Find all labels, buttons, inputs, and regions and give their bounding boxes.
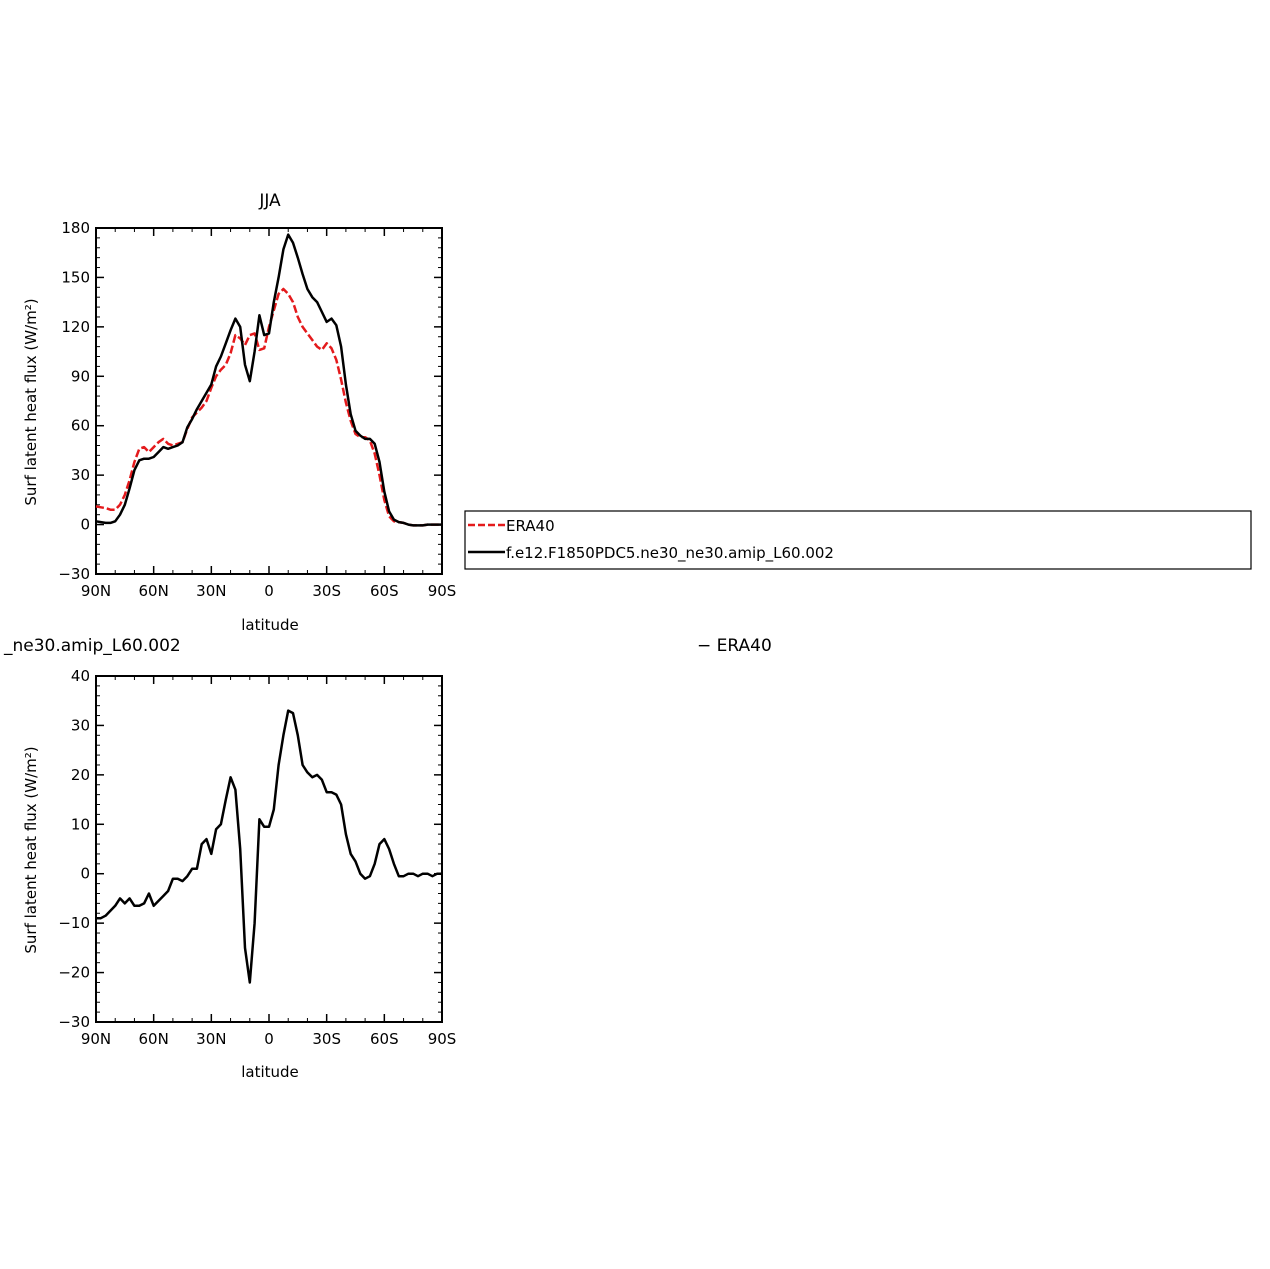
bottom-ytick-label: 0 bbox=[80, 865, 90, 883]
bottom-ytick-label: −10 bbox=[58, 914, 90, 932]
top-xtick-label: 60S bbox=[370, 582, 399, 600]
top-panel-xlabel: latitude bbox=[241, 616, 299, 634]
bottom-panel-xlabel: latitude bbox=[241, 1063, 299, 1081]
bottom-xtick-label: 30N bbox=[196, 1030, 226, 1048]
bottom-xtick-label: 60N bbox=[139, 1030, 169, 1048]
top-panel-title: JJA bbox=[258, 191, 281, 211]
bottom-ytick-label: 30 bbox=[71, 716, 90, 734]
bottom-xtick-label: 30S bbox=[312, 1030, 341, 1048]
bottom-ytick-label: 40 bbox=[71, 667, 90, 685]
top-xtick-label: 30S bbox=[312, 582, 341, 600]
bottom-ytick-label: 20 bbox=[71, 766, 90, 784]
bottom-xtick-label: 60S bbox=[370, 1030, 399, 1048]
top-ytick-label: −30 bbox=[58, 565, 90, 583]
top-xtick-label: 0 bbox=[264, 582, 274, 600]
legend-frame bbox=[464, 510, 1252, 570]
top-xtick-label: 90N bbox=[81, 582, 111, 600]
top-xtick-label: 90S bbox=[428, 582, 457, 600]
top-ytick-label: 0 bbox=[80, 516, 90, 534]
top-ytick-label: 120 bbox=[61, 318, 90, 336]
bottom-panel-title-right: − ERA40 bbox=[697, 636, 772, 656]
top-ytick-label: 30 bbox=[71, 466, 90, 484]
legend-entry-era40: ERA40 bbox=[506, 517, 555, 535]
top-panel-ylabel: Surf latent heat flux (W/m²) bbox=[22, 298, 40, 505]
bottom-xtick-label: 90S bbox=[428, 1030, 457, 1048]
top-xtick-label: 60N bbox=[139, 582, 169, 600]
top-ytick-label: 60 bbox=[71, 417, 90, 435]
top-ytick-label: 90 bbox=[71, 367, 90, 385]
top-ytick-label: 180 bbox=[61, 219, 90, 237]
bottom-ytick-label: −20 bbox=[58, 964, 90, 982]
top-series-line-1 bbox=[95, 233, 442, 527]
bottom-panel-title-left: _ne30.amip_L60.002 bbox=[3, 636, 181, 656]
legend: ERA40 f.e12.F1850PDC5.ne30_ne30.amip_L60… bbox=[464, 510, 1252, 570]
top-xtick-label: 30N bbox=[196, 582, 226, 600]
top-ytick-label: 150 bbox=[61, 268, 90, 286]
bottom-xtick-label: 0 bbox=[264, 1030, 274, 1048]
top-panel-plot-frame bbox=[95, 227, 443, 575]
top-series-line-0 bbox=[95, 287, 442, 527]
bottom-panel-ylabel: Surf latent heat flux (W/m²) bbox=[22, 746, 40, 953]
bottom-series-line-0 bbox=[96, 709, 442, 984]
bottom-ytick-label: 10 bbox=[71, 815, 90, 833]
top-panel: JJA −30 0 30 60 90 120 150 180 90N 60N 30N 0 30S 60S 9… bbox=[22, 191, 456, 634]
bottom-ytick-label: −30 bbox=[58, 1013, 90, 1031]
legend-entry-model: f.e12.F1850PDC5.ne30_ne30.amip_L60.002 bbox=[506, 544, 834, 563]
bottom-panel: _ne30.amip_L60.002 − ERA40 −30 −20 −10 0 10 2… bbox=[3, 636, 772, 1081]
bottom-xtick-label: 90N bbox=[81, 1030, 111, 1048]
